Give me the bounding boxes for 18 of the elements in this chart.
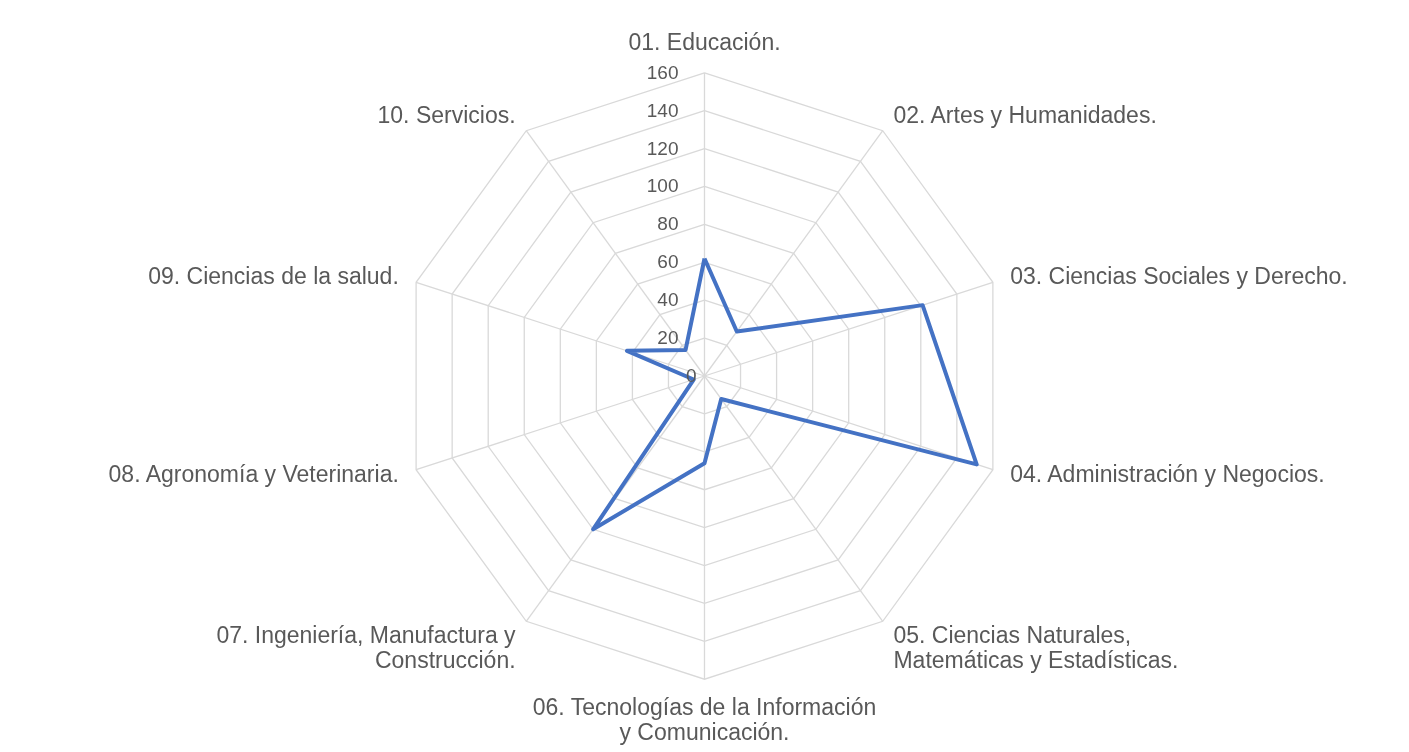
y-tick-label: 140 — [646, 99, 679, 121]
spoke-label: 06. Tecnologías de la Información y Comunicación. — [532, 694, 877, 746]
y-tick-label: 120 — [646, 137, 679, 159]
spoke-label: 09. Ciencias de la salud. — [148, 262, 399, 289]
spoke-label: 10. Servicios. — [377, 101, 516, 128]
spoke-label: 05. Ciencias Naturales, Matemáticas y Estadísticas. — [893, 622, 1179, 674]
spoke-label: 04. Administración y Negocios. — [1010, 461, 1325, 488]
y-tick-label: 160 — [646, 61, 679, 83]
y-tick-label: 100 — [646, 175, 679, 197]
spoke-label: 02. Artes y Humanidades. — [893, 101, 1157, 128]
y-tick-label: 80 — [657, 213, 679, 235]
y-tick-label: 40 — [657, 289, 679, 311]
spoke-label: 08. Agronomía y Veterinaria. — [108, 461, 399, 488]
spoke-label: 07. Ingeniería, Manufactura y Construcción. — [216, 622, 517, 674]
y-tick-label: 60 — [657, 251, 679, 273]
spoke-label: 03. Ciencias Sociales y Derecho. — [1010, 262, 1348, 289]
spoke-label: 01. Educación. — [628, 28, 781, 55]
y-tick-label: 20 — [657, 327, 679, 349]
